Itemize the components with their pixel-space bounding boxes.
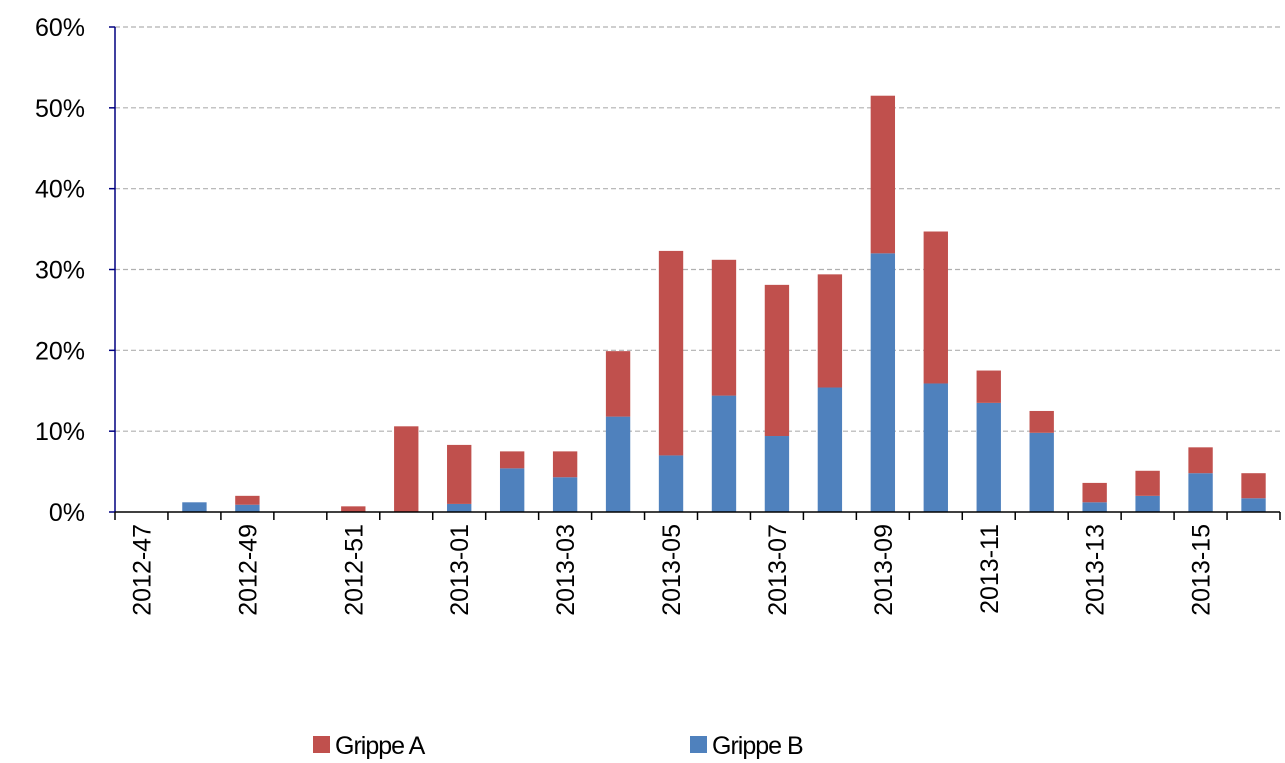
bar-segment [1188, 473, 1213, 512]
bar-segment [817, 274, 843, 388]
bar-segment [870, 253, 896, 513]
bar-segment [1082, 502, 1107, 512]
y-tick-label: 30% [35, 257, 85, 285]
bar-segment [447, 503, 472, 512]
bar-segment [182, 502, 207, 512]
bar-segment [923, 383, 948, 512]
bar-segment [870, 95, 896, 254]
bar-segment [341, 506, 366, 512]
bar-segment [923, 231, 948, 384]
x-tick-label: 2013-15 [1188, 524, 1216, 616]
bar-segment [1029, 410, 1054, 433]
x-tick-label: 2012-51 [340, 524, 368, 616]
y-tick-label: 40% [35, 176, 85, 204]
bar-segment [1241, 498, 1266, 512]
x-tick-label: 2013-09 [870, 524, 898, 616]
bar-segment [711, 259, 737, 396]
bar-segment [1241, 473, 1266, 499]
legend-label: Grippe A [335, 732, 426, 760]
legend-swatch [313, 736, 330, 753]
bar-segment [447, 444, 472, 504]
bar-segment [976, 402, 1001, 512]
bar-segment [764, 436, 790, 512]
bar-segment [499, 451, 525, 469]
bar-segment [605, 351, 631, 417]
bar-segment [1029, 432, 1054, 512]
bar-segment [817, 387, 843, 512]
legend-swatch [690, 736, 707, 753]
x-tick-label: 2013-05 [658, 524, 686, 616]
x-tick-label: 2013-01 [446, 524, 474, 616]
bar-segment [605, 416, 631, 512]
bar-segment [235, 504, 260, 512]
bar-segment [1188, 447, 1213, 474]
bar-segment [1082, 482, 1107, 503]
x-tick-label: 2013-13 [1082, 524, 1110, 616]
x-tick-label: 2012-47 [128, 524, 156, 616]
bar-segment [552, 451, 578, 478]
x-tick-label: 2013-07 [764, 524, 792, 616]
bar-segment [394, 426, 419, 512]
bar-segment [499, 468, 525, 512]
x-tick-label: 2012-49 [234, 524, 262, 616]
y-tick-label: 20% [35, 337, 85, 365]
x-tick-label: 2013-03 [552, 524, 580, 616]
y-tick-label: 10% [35, 418, 85, 446]
bar-segment [976, 370, 1001, 403]
bar-segment [711, 395, 737, 512]
bar-segment [235, 495, 260, 505]
bar-segment [658, 455, 684, 512]
bar-segment [658, 250, 684, 456]
y-tick-label: 60% [35, 14, 85, 42]
y-tick-label: 50% [35, 95, 85, 123]
legend-label: Grippe B [712, 732, 803, 760]
y-tick-label: 0% [49, 499, 85, 527]
bar-segment [552, 477, 578, 512]
x-tick-label: 2013-11 [976, 524, 1004, 614]
bar-segment [764, 284, 790, 437]
bar-segment [1135, 495, 1160, 512]
bar-segment [1135, 470, 1160, 496]
